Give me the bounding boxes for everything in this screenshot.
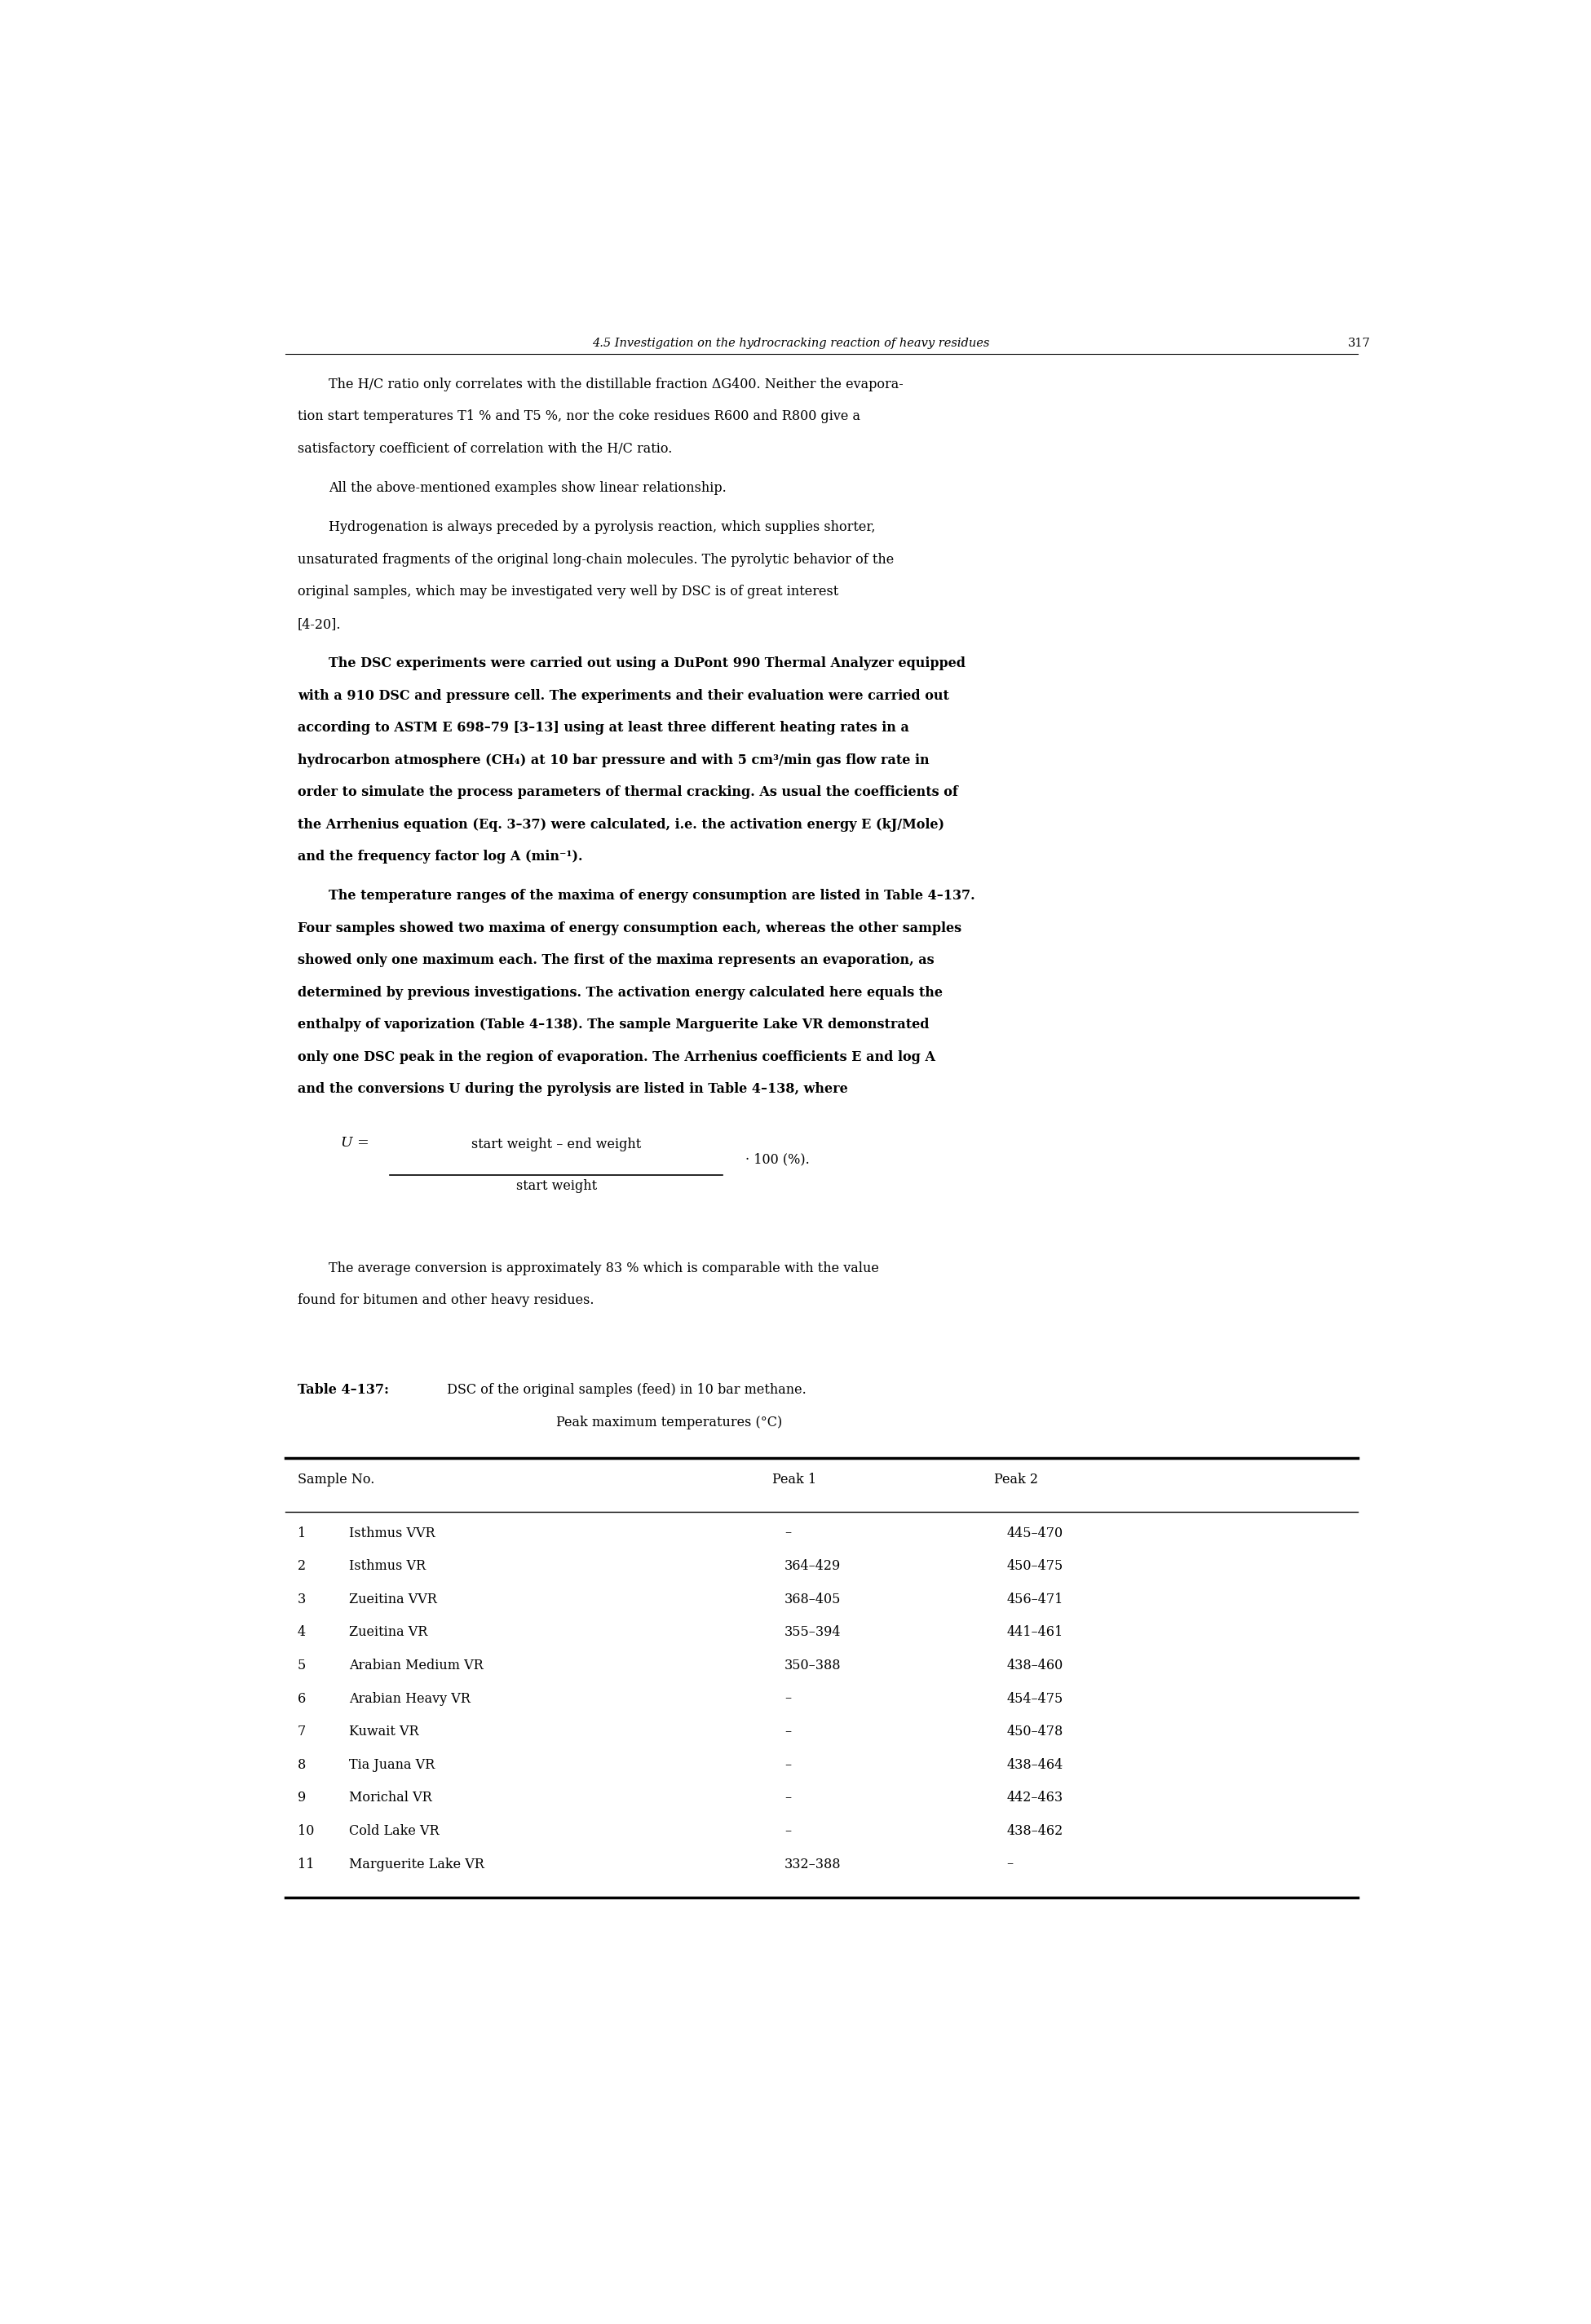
Text: Zueitina VVR: Zueitina VVR [350, 1592, 438, 1606]
Text: –: – [784, 1824, 791, 1838]
Text: satisfactory coefficient of correlation with the H/C ratio.: satisfactory coefficient of correlation … [298, 442, 671, 456]
Text: unsaturated fragments of the original long-chain molecules. The pyrolytic behavi: unsaturated fragments of the original lo… [298, 553, 894, 567]
Text: –: – [784, 1757, 791, 1771]
Text: 450–475: 450–475 [1007, 1559, 1063, 1573]
Text: 4.5 Investigation on the hydrocracking reaction of heavy residues: 4.5 Investigation on the hydrocracking r… [592, 337, 990, 349]
Text: 350–388: 350–388 [784, 1659, 842, 1673]
Text: 7: 7 [298, 1724, 305, 1738]
Text: Table 4–137:: Table 4–137: [298, 1383, 388, 1397]
Text: Marguerite Lake VR: Marguerite Lake VR [350, 1857, 485, 1871]
Text: 438–462: 438–462 [1007, 1824, 1063, 1838]
Text: only one DSC peak in the region of evaporation. The Arrhenius coefficients E and: only one DSC peak in the region of evapo… [298, 1050, 936, 1064]
Text: 9: 9 [298, 1792, 305, 1806]
Text: tion start temperatures T1 % and T5 %, nor the coke residues R600 and R800 give : tion start temperatures T1 % and T5 %, n… [298, 409, 861, 423]
Text: Zueitina VR: Zueitina VR [350, 1624, 428, 1638]
Text: start weight: start weight [515, 1178, 597, 1192]
Text: 441–461: 441–461 [1007, 1624, 1063, 1638]
Text: 355–394: 355–394 [784, 1624, 842, 1638]
Text: 368–405: 368–405 [784, 1592, 842, 1606]
Text: 364–429: 364–429 [784, 1559, 842, 1573]
Text: 10: 10 [298, 1824, 313, 1838]
Text: Arabian Heavy VR: Arabian Heavy VR [350, 1692, 471, 1706]
Text: 1: 1 [298, 1527, 305, 1541]
Text: and the conversions U during the pyrolysis are listed in Table 4–138, where: and the conversions U during the pyrolys… [298, 1083, 848, 1097]
Text: 438–460: 438–460 [1007, 1659, 1063, 1673]
Text: · 100 (%).: · 100 (%). [745, 1153, 810, 1167]
Text: Isthmus VR: Isthmus VR [350, 1559, 426, 1573]
Text: 317: 317 [1348, 337, 1371, 349]
Text: showed only one maximum each. The first of the maxima represents an evaporation,: showed only one maximum each. The first … [298, 953, 934, 967]
Text: 454–475: 454–475 [1007, 1692, 1063, 1706]
Text: start weight – end weight: start weight – end weight [471, 1139, 641, 1153]
Text: The H/C ratio only correlates with the distillable fraction ΔG400. Neither the e: The H/C ratio only correlates with the d… [328, 376, 904, 390]
Text: the Arrhenius equation (Eq. 3–37) were calculated, i.e. the activation energy E : the Arrhenius equation (Eq. 3–37) were c… [298, 818, 943, 832]
Text: 11: 11 [298, 1857, 315, 1871]
Text: 442–463: 442–463 [1007, 1792, 1063, 1806]
Text: order to simulate the process parameters of thermal cracking. As usual the coeff: order to simulate the process parameters… [298, 786, 958, 799]
Text: and the frequency factor log A (min⁻¹).: and the frequency factor log A (min⁻¹). [298, 851, 582, 865]
Text: 6: 6 [298, 1692, 305, 1706]
Text: Four samples showed two maxima of energy consumption each, whereas the other sam: Four samples showed two maxima of energy… [298, 920, 961, 934]
Text: 8: 8 [298, 1757, 305, 1771]
Text: Peak maximum temperatures (°C): Peak maximum temperatures (°C) [557, 1415, 783, 1429]
Text: original samples, which may be investigated very well by DSC is of great interes: original samples, which may be investiga… [298, 586, 838, 600]
Text: –: – [784, 1724, 791, 1738]
Text: The temperature ranges of the maxima of energy consumption are listed in Table 4: The temperature ranges of the maxima of … [328, 890, 975, 904]
Text: Isthmus VVR: Isthmus VVR [350, 1527, 436, 1541]
Text: 2: 2 [298, 1559, 305, 1573]
Text: DSC of the original samples (feed) in 10 bar methane.: DSC of the original samples (feed) in 10… [442, 1383, 807, 1397]
Text: found for bitumen and other heavy residues.: found for bitumen and other heavy residu… [298, 1294, 593, 1308]
Text: All the above-mentioned examples show linear relationship.: All the above-mentioned examples show li… [328, 481, 725, 495]
Text: U =: U = [340, 1136, 369, 1150]
Text: 456–471: 456–471 [1007, 1592, 1063, 1606]
Text: 5: 5 [298, 1659, 305, 1673]
Text: Peak 2: Peak 2 [994, 1473, 1039, 1487]
Text: 3: 3 [298, 1592, 305, 1606]
Text: 4: 4 [298, 1624, 305, 1638]
Text: Sample No.: Sample No. [298, 1473, 374, 1487]
Text: according to ASTM E 698–79 [3–13] using at least three different heating rates i: according to ASTM E 698–79 [3–13] using … [298, 720, 908, 734]
Text: Morichal VR: Morichal VR [350, 1792, 433, 1806]
Text: Cold Lake VR: Cold Lake VR [350, 1824, 439, 1838]
Text: determined by previous investigations. The activation energy calculated here equ: determined by previous investigations. T… [298, 985, 942, 999]
Text: The average conversion is approximately 83 % which is comparable with the value: The average conversion is approximately … [328, 1262, 878, 1276]
Text: The DSC experiments were carried out using a DuPont 990 Thermal Analyzer equippe: The DSC experiments were carried out usi… [328, 655, 966, 669]
Text: –: – [784, 1792, 791, 1806]
Text: –: – [784, 1527, 791, 1541]
Text: Kuwait VR: Kuwait VR [350, 1724, 418, 1738]
Text: enthalpy of vaporization (Table 4–138). The sample Marguerite Lake VR demonstrat: enthalpy of vaporization (Table 4–138). … [298, 1018, 929, 1032]
Text: with a 910 DSC and pressure cell. The experiments and their evaluation were carr: with a 910 DSC and pressure cell. The ex… [298, 688, 948, 702]
Text: Tia Juana VR: Tia Juana VR [350, 1757, 434, 1771]
Text: –: – [784, 1692, 791, 1706]
Text: 445–470: 445–470 [1007, 1527, 1063, 1541]
Text: 332–388: 332–388 [784, 1857, 842, 1871]
Text: Peak 1: Peak 1 [772, 1473, 816, 1487]
Text: 438–464: 438–464 [1007, 1757, 1063, 1771]
Text: [4-20].: [4-20]. [298, 618, 340, 630]
Text: hydrocarbon atmosphere (CH₄) at 10 bar pressure and with 5 cm³/min gas flow rate: hydrocarbon atmosphere (CH₄) at 10 bar p… [298, 753, 929, 767]
Text: 450–478: 450–478 [1007, 1724, 1063, 1738]
Text: –: – [1007, 1857, 1013, 1871]
Text: Arabian Medium VR: Arabian Medium VR [350, 1659, 484, 1673]
Text: Hydrogenation is always preceded by a pyrolysis reaction, which supplies shorter: Hydrogenation is always preceded by a py… [328, 521, 875, 535]
